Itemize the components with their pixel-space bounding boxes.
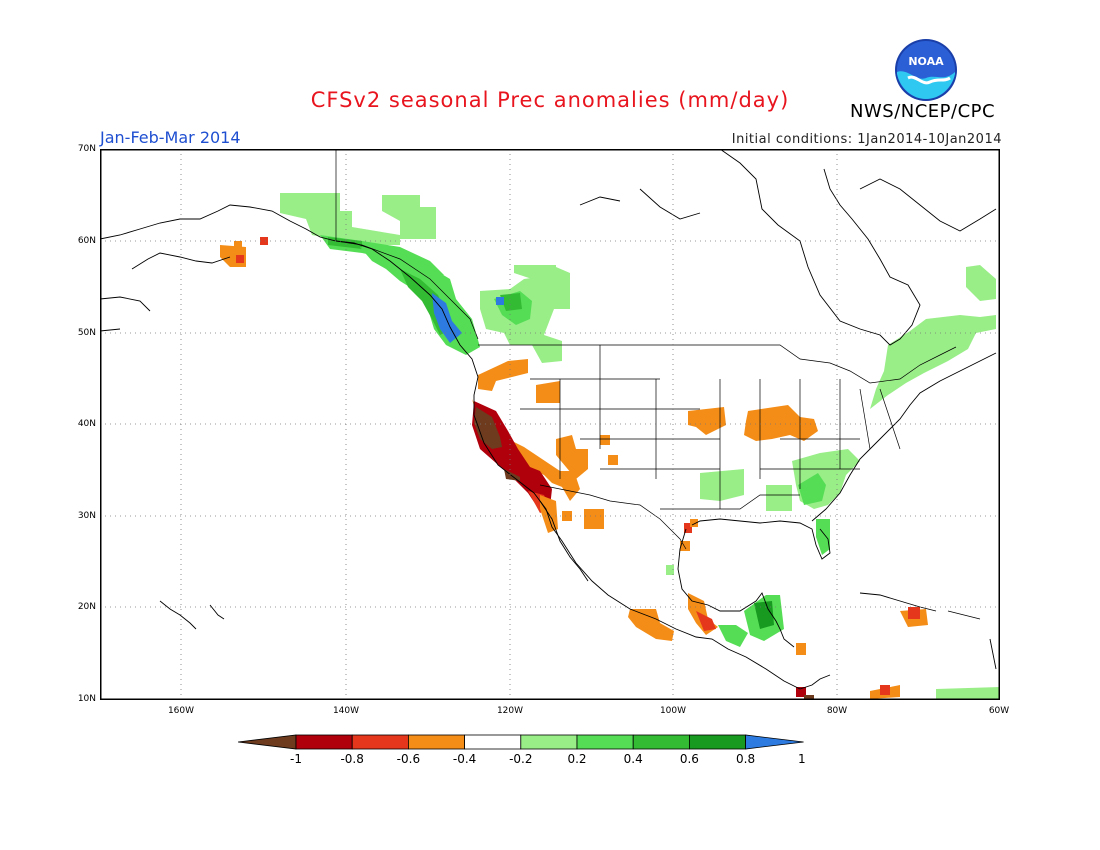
colorbar-segment [464, 734, 522, 750]
graticule [100, 149, 1000, 700]
lat-label-20n: 20N [77, 602, 96, 612]
colorbar-high-arrow [745, 734, 804, 750]
map-title: CFSv2 seasonal Prec anomalies (mm/day) [310, 88, 790, 112]
lon-label-120w: 120W [496, 706, 524, 716]
lon-label-60w: 60W [988, 706, 1010, 716]
colorbar-tick-label: 0.6 [679, 752, 699, 766]
anomaly-map [100, 149, 1000, 700]
lat-label-40n: 40N [77, 419, 96, 429]
map-frame [100, 149, 1000, 700]
colorbar-low-arrow [238, 734, 297, 750]
anomaly-fields [220, 193, 1000, 700]
noaa-logo: NOAA [894, 38, 958, 102]
lon-label-160w: 160W [167, 706, 195, 716]
colorbar-tick-label: -0.6 [396, 752, 421, 766]
colorbar-segment [520, 734, 578, 750]
colorbar-tick-label: 0.8 [736, 752, 756, 766]
lon-label-100w: 100W [659, 706, 687, 716]
colorbar-tick-label: 0.4 [623, 752, 643, 766]
colorbar-tick-label: -0.4 [452, 752, 477, 766]
initial-conditions: Initial conditions: 1Jan2014-10Jan2014 [731, 132, 1002, 147]
lat-label-70n: 70N [77, 144, 96, 154]
colorbar-segment [295, 734, 353, 750]
colorbar-tick-label: 1 [797, 752, 806, 766]
colorbar-segment [407, 734, 465, 750]
lon-label-140w: 140W [332, 706, 360, 716]
lat-label-30n: 30N [77, 511, 96, 521]
svg-text:NOAA: NOAA [908, 55, 944, 68]
lat-label-50n: 50N [77, 328, 96, 338]
political-boundaries [335, 149, 957, 550]
lon-label-80w: 80W [826, 706, 848, 716]
colorbar-tick-label: 0.2 [567, 752, 587, 766]
forecast-period: Jan-Feb-Mar 2014 [100, 128, 241, 147]
colorbar-segment [351, 734, 409, 750]
lat-label-10n: 10N [77, 694, 96, 704]
colorbar-segment [688, 734, 746, 750]
colorbar-tick-label: -0.8 [340, 752, 364, 766]
colorbar-segment [576, 734, 634, 750]
coastlines [100, 149, 997, 690]
agency-label: NWS/NCEP/CPC [850, 101, 996, 122]
colorbar-segment [632, 734, 690, 750]
lat-label-60n: 60N [77, 236, 96, 246]
colorbar-tick-label: -1 [290, 752, 302, 766]
colorbar [238, 734, 804, 750]
colorbar-tick-label: -0.2 [509, 752, 533, 766]
